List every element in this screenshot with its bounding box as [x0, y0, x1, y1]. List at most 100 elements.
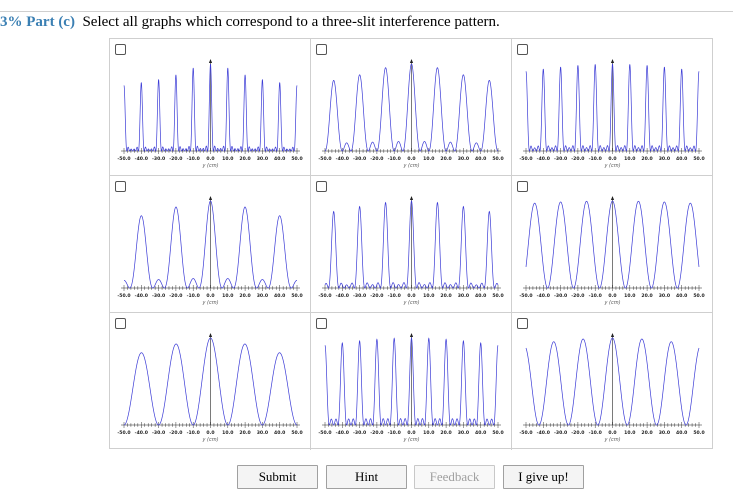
x-tick-label: -10.0 [589, 293, 602, 299]
x-tick-label: 10.0 [624, 293, 635, 299]
graph-option-checkbox[interactable] [115, 44, 126, 55]
x-tick-label: -40.0 [336, 293, 349, 299]
x-axis-title: y (cm) [201, 437, 218, 443]
x-tick-label: -50.0 [519, 293, 532, 299]
x-tick-label: -50.0 [519, 156, 532, 162]
x-tick-label: -40.0 [135, 293, 148, 299]
x-tick-label: 0.0 [608, 430, 616, 436]
intensity-curve [324, 200, 499, 289]
x-axis-title: y (cm) [603, 163, 620, 169]
graph-option-checkbox[interactable] [316, 44, 327, 55]
x-tick-label: 50.0 [693, 293, 704, 299]
x-tick-label: 50.0 [693, 430, 704, 436]
x-tick-label: 0.0 [206, 156, 214, 162]
top-divider [0, 11, 733, 12]
x-tick-label: 0.0 [206, 293, 214, 299]
x-tick-label: 0.0 [608, 293, 616, 299]
x-tick-label: 0.0 [407, 430, 415, 436]
x-tick-label: 50.0 [291, 293, 302, 299]
x-tick-label: 30.0 [659, 156, 670, 162]
x-tick-label: 10.0 [423, 293, 434, 299]
x-tick-label: -20.0 [571, 293, 584, 299]
graph-option-checkbox[interactable] [115, 181, 126, 192]
intensity-curve [324, 336, 499, 426]
question-percent: 3% [0, 14, 23, 30]
graph-option-checkbox[interactable] [517, 44, 528, 55]
x-axis-title: y (cm) [402, 437, 419, 443]
x-tick-label: 40.0 [475, 293, 486, 299]
x-tick-label: 20.0 [440, 430, 451, 436]
x-tick-label: 20.0 [239, 156, 250, 162]
question-text: Select all graphs which correspond to a … [82, 14, 500, 30]
x-tick-label: -50.0 [318, 293, 331, 299]
graph-option-checkbox[interactable] [316, 181, 327, 192]
x-tick-label: -20.0 [370, 430, 383, 436]
intensity-curve [123, 63, 298, 152]
y-axis-arrow [610, 59, 615, 63]
x-axis-title: y (cm) [603, 300, 620, 306]
question-prompt: 3% Part (c) Select all graphs which corr… [0, 14, 500, 31]
graph-option-checkbox[interactable] [115, 318, 126, 329]
x-tick-label: -50.0 [318, 430, 331, 436]
x-tick-label: -40.0 [336, 430, 349, 436]
interference-graph: -50.0 -40.0 -30.0 -20.0 -10.0 0.0 10.0 20.0 30.0… [318, 333, 504, 443]
x-tick-label: 10.0 [624, 156, 635, 162]
x-tick-label: 30.0 [458, 293, 469, 299]
x-tick-label: -10.0 [589, 156, 602, 162]
x-tick-label: 30.0 [659, 293, 670, 299]
x-tick-label: 50.0 [693, 156, 704, 162]
x-tick-label: -30.0 [152, 156, 165, 162]
y-axis-arrow [409, 196, 414, 200]
x-tick-label: -20.0 [370, 293, 383, 299]
x-tick-label: 10.0 [423, 156, 434, 162]
x-tick-label: 30.0 [257, 156, 268, 162]
x-tick-label: 40.0 [676, 156, 687, 162]
x-tick-label: 10.0 [624, 430, 635, 436]
x-axis-title: y (cm) [402, 163, 419, 169]
x-tick-label: -40.0 [135, 430, 148, 436]
x-tick-label: 30.0 [659, 430, 670, 436]
intensity-curve [525, 200, 700, 289]
x-axis-title: y (cm) [603, 437, 620, 443]
x-tick-label: -20.0 [169, 430, 182, 436]
intensity-curve [123, 337, 298, 426]
hint-button[interactable]: Hint [326, 465, 407, 489]
x-tick-label: 30.0 [257, 293, 268, 299]
x-tick-label: 10.0 [222, 430, 233, 436]
y-axis-arrow [409, 59, 414, 63]
x-tick-label: -40.0 [537, 293, 550, 299]
graph-option-1: -50.0 -40.0 -30.0 -20.0 -10.0 0.0 10.0 20.0 30.0… [110, 39, 311, 176]
x-tick-label: -20.0 [370, 156, 383, 162]
x-tick-label: 10.0 [222, 156, 233, 162]
intensity-curve [525, 337, 700, 426]
graph-option-checkbox[interactable] [517, 318, 528, 329]
graph-option-3: -50.0 -40.0 -30.0 -20.0 -10.0 0.0 10.0 20.0 30.0… [512, 39, 713, 176]
graph-option-checkbox[interactable] [517, 181, 528, 192]
submit-button[interactable]: Submit [237, 465, 318, 489]
x-tick-label: 20.0 [440, 293, 451, 299]
x-tick-label: -30.0 [554, 156, 567, 162]
y-axis-arrow [409, 333, 414, 337]
x-tick-label: 40.0 [475, 156, 486, 162]
interference-graph: -50.0 -40.0 -30.0 -20.0 -10.0 0.0 10.0 20.0 30.0… [318, 59, 504, 169]
x-axis-title: y (cm) [402, 300, 419, 306]
graph-option-checkbox[interactable] [316, 318, 327, 329]
x-tick-label: -10.0 [388, 293, 401, 299]
x-tick-label: 40.0 [475, 430, 486, 436]
x-tick-label: -30.0 [152, 293, 165, 299]
x-tick-label: 10.0 [423, 430, 434, 436]
give-up-button[interactable]: I give up! [503, 465, 584, 489]
intensity-curve [525, 63, 700, 152]
x-tick-label: 40.0 [676, 293, 687, 299]
x-tick-label: -10.0 [187, 293, 200, 299]
x-tick-label: -30.0 [554, 430, 567, 436]
x-tick-label: -20.0 [169, 293, 182, 299]
y-axis-arrow [610, 196, 615, 200]
x-tick-label: 20.0 [641, 156, 652, 162]
x-tick-label: -30.0 [353, 156, 366, 162]
interference-graph: -50.0 -40.0 -30.0 -20.0 -10.0 0.0 10.0 20.0 30.0… [519, 59, 705, 169]
x-axis-title: y (cm) [201, 163, 218, 169]
x-tick-label: 0.0 [608, 156, 616, 162]
y-axis-arrow [610, 333, 615, 337]
x-tick-label: -40.0 [336, 156, 349, 162]
